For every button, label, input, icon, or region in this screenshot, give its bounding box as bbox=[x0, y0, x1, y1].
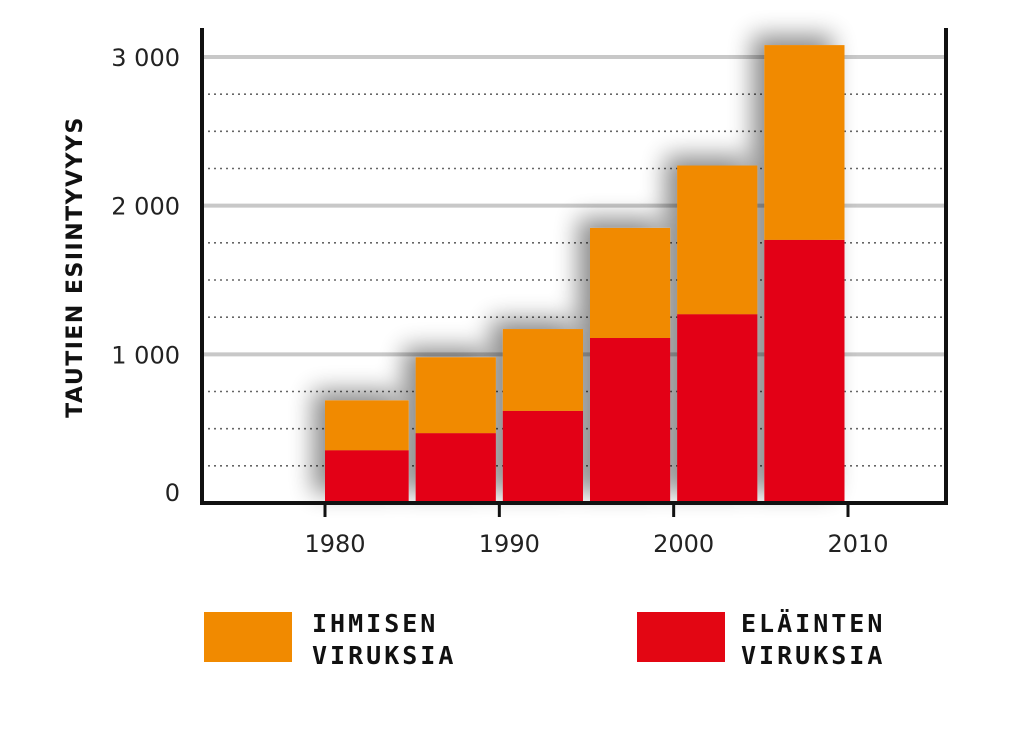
y-axis-label: TAUTIEN ESIINTYVYYS bbox=[63, 116, 88, 418]
bar-2000-elainten bbox=[677, 314, 758, 503]
bar-1990-elainten bbox=[502, 410, 583, 503]
bar-1990-ihmisen bbox=[502, 329, 583, 411]
x-tick-label-2010: 2010 bbox=[827, 530, 888, 558]
bar-1980-elainten bbox=[325, 450, 409, 503]
x-tick-label-1990: 1990 bbox=[479, 530, 540, 558]
y-tick-label-2000: 2 000 bbox=[111, 193, 180, 221]
y-tick-label-0: 0 bbox=[165, 479, 180, 507]
bar-1995-elainten bbox=[590, 337, 671, 503]
x-tick-label-2000: 2000 bbox=[653, 530, 714, 558]
legend-label-ihmisen-line2: VIRUKSIA bbox=[312, 641, 456, 670]
bar-1985-elainten bbox=[415, 433, 496, 503]
legend-label-elainten-line1: ELÄINTEN bbox=[741, 608, 885, 638]
tick-labels: 0 1 000 2 000 3 000 1980 1990 2000 2010 bbox=[111, 44, 888, 558]
x-tick-label-1980: 1980 bbox=[304, 530, 365, 558]
bar-2000-ihmisen bbox=[677, 165, 758, 315]
y-tick-label-1000: 1 000 bbox=[111, 341, 180, 369]
legend-label-elainten-line2: VIRUKSIA bbox=[741, 641, 885, 670]
legend-swatch-elainten bbox=[637, 612, 725, 662]
y-tick-label-3000: 3 000 bbox=[111, 44, 180, 72]
bar-1985-ihmisen bbox=[415, 357, 496, 434]
bar-1995-ihmisen bbox=[590, 227, 671, 338]
axes bbox=[200, 28, 948, 517]
legend: IHMISEN VIRUKSIA ELÄINTEN VIRUKSIA bbox=[204, 608, 885, 670]
legend-label-ihmisen-line1: IHMISEN bbox=[312, 609, 438, 638]
legend-swatch-ihmisen bbox=[204, 612, 292, 662]
bar-2005-elainten bbox=[764, 239, 845, 504]
bar-2005-ihmisen bbox=[764, 45, 845, 240]
bar-1980-ihmisen bbox=[325, 400, 409, 451]
bars bbox=[325, 45, 845, 504]
